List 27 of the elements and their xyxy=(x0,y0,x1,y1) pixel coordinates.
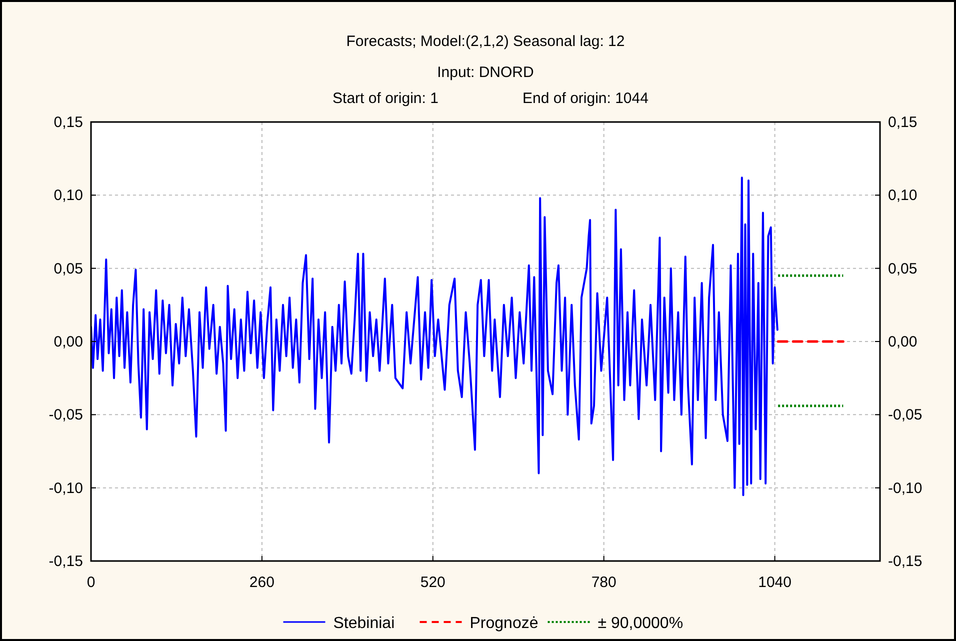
text: Start of origin: 1 xyxy=(332,90,438,107)
y-tick-label: -0,05 xyxy=(48,406,83,424)
chart-subtitle: Input: DNORD xyxy=(437,64,534,81)
y-tick-label: -0,10 xyxy=(48,480,83,497)
legend-label: Prognozė xyxy=(470,615,538,632)
y2-tick-label: -0,15 xyxy=(888,553,922,570)
y2-tick-label: 0,15 xyxy=(888,114,918,131)
x-tick-label: 260 xyxy=(249,574,274,591)
legend-label: ± 90,0000% xyxy=(598,615,684,632)
x-tick-label: 0 xyxy=(86,574,96,591)
y-tick-label: 0,15 xyxy=(54,114,83,131)
y2-tick-label: 0,10 xyxy=(888,187,918,204)
y-tick-label: 0,10 xyxy=(54,187,83,204)
legend-label: Stebiniai xyxy=(333,615,395,632)
y-tick-label: 0,00 xyxy=(54,334,83,350)
y2-tick-label: 0,05 xyxy=(888,260,918,278)
x-tick-label: 520 xyxy=(420,574,446,591)
y-tick-label: -0,15 xyxy=(48,553,83,570)
x-tick-label: 780 xyxy=(591,574,616,591)
y2-tick-label: -0,10 xyxy=(888,480,922,497)
y-tick-label: 0,05 xyxy=(54,260,83,278)
x-tick-label: 1040 xyxy=(758,574,792,591)
line-series xyxy=(91,176,778,496)
y2-tick-label: 0,00 xyxy=(888,334,918,350)
chart-title: Forecasts; Model:(2,1,2) Seasonal lag: 12 xyxy=(346,33,625,50)
y2-tick-label: -0,05 xyxy=(888,406,922,424)
text: End of origin: 1044 xyxy=(522,90,648,107)
